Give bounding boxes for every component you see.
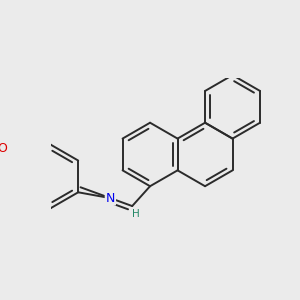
Text: H: H <box>132 209 140 219</box>
Text: O: O <box>0 142 8 155</box>
Text: N: N <box>106 192 115 205</box>
